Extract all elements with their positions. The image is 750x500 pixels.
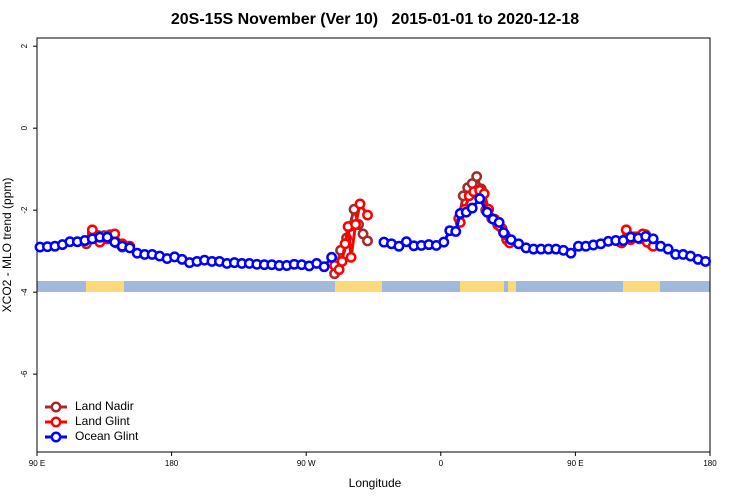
point — [450, 226, 462, 237]
point — [438, 236, 450, 248]
land-patch — [460, 281, 504, 292]
point — [471, 171, 483, 182]
point — [620, 224, 632, 236]
point — [481, 206, 493, 218]
x-tick-label: 180 — [703, 459, 717, 468]
land-patch — [335, 281, 382, 292]
legend-marker — [50, 431, 62, 443]
point — [647, 233, 659, 245]
legend-marker — [50, 416, 62, 428]
point — [124, 242, 136, 254]
point — [354, 198, 366, 210]
point — [326, 251, 338, 263]
legend-label: Land Glint — [75, 414, 130, 428]
point — [318, 261, 330, 273]
x-tick-label: 0 — [439, 459, 444, 468]
point — [86, 224, 98, 236]
point — [339, 238, 351, 250]
point — [466, 202, 478, 214]
y-tick-label: -6 — [20, 370, 29, 378]
x-tick-label: 90 W — [297, 459, 316, 468]
land-patch — [86, 281, 124, 292]
point — [474, 193, 486, 205]
legend-label: Land Nadir — [75, 399, 134, 413]
point — [498, 227, 510, 239]
y-tick-label: 0 — [20, 125, 29, 130]
x-tick-label: 90 E — [567, 459, 583, 468]
x-tick-label: 180 — [165, 459, 179, 468]
surface-band — [37, 281, 710, 292]
point — [345, 251, 357, 263]
point — [493, 217, 505, 228]
x-tick-label: 90 E — [29, 459, 45, 468]
y-axis-label: XCO2 - MLO trend (ppm) — [0, 178, 14, 313]
point — [700, 255, 711, 267]
point — [393, 240, 405, 252]
legend-label: Ocean Glint — [75, 429, 139, 443]
land-patch — [508, 281, 516, 292]
point — [362, 235, 373, 247]
land-patch — [623, 281, 660, 292]
point — [565, 247, 577, 259]
point — [350, 219, 362, 230]
chart-title: 20S-15S November (Ver 10) 2015-01-01 to … — [171, 11, 579, 28]
point — [362, 209, 373, 221]
x-axis-label: Longitude — [349, 476, 402, 490]
point — [101, 231, 113, 243]
point — [662, 243, 674, 255]
y-tick-label: -4 — [20, 288, 29, 296]
y-tick-label: 2 — [20, 43, 29, 48]
point — [336, 255, 348, 267]
legend-marker — [50, 401, 62, 413]
y-tick-label: -2 — [20, 206, 29, 214]
